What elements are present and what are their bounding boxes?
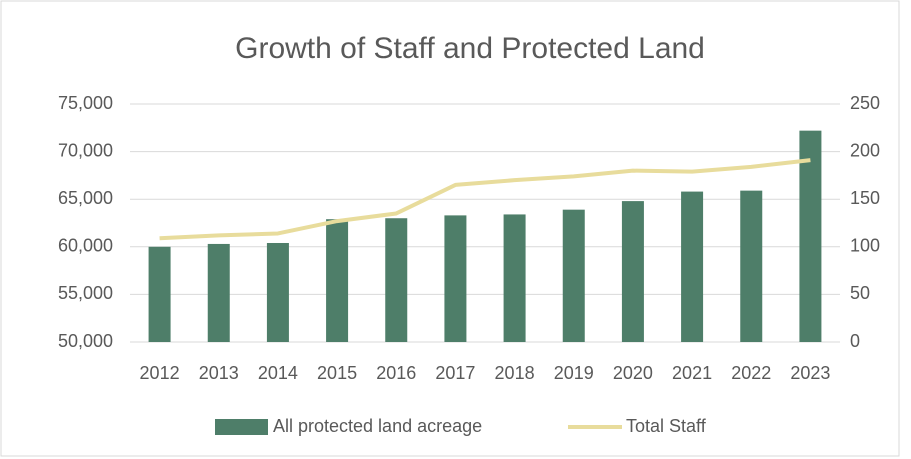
x-tick-label: 2018: [495, 363, 535, 383]
bar: [562, 209, 585, 342]
bar: [444, 215, 467, 342]
x-tick-label: 2014: [258, 363, 298, 383]
bar: [148, 246, 171, 342]
y2-tick-label: 0: [850, 331, 860, 351]
bar: [681, 191, 704, 342]
bar: [503, 214, 526, 342]
x-tick-label: 2017: [435, 363, 475, 383]
x-tick-label: 2016: [376, 363, 416, 383]
bar: [385, 218, 408, 342]
bar: [740, 190, 763, 342]
x-tick-label: 2012: [140, 363, 180, 383]
legend-label: Total Staff: [626, 416, 707, 436]
line: [159, 158, 811, 241]
bar: [621, 201, 644, 342]
y2-tick-label: 250: [850, 93, 880, 113]
y2-tick-label: 100: [850, 236, 880, 256]
y-tick-label: 70,000: [58, 140, 113, 160]
y-tick-label: 65,000: [58, 188, 113, 208]
y-tick-label: 60,000: [58, 236, 113, 256]
y2-tick-label: 150: [850, 188, 880, 208]
bar: [266, 242, 289, 342]
chart-title: Growth of Staff and Protected Land: [235, 32, 705, 65]
y-tick-label: 50,000: [58, 331, 113, 351]
y-tick-label: 55,000: [58, 283, 113, 303]
legend-swatch: [215, 419, 268, 435]
bar: [326, 219, 349, 342]
y2-tick-label: 200: [850, 140, 880, 160]
x-tick-label: 2023: [790, 363, 830, 383]
x-tick-label: 2021: [672, 363, 712, 383]
y-tick-label: 75,000: [58, 93, 113, 113]
x-tick-label: 2020: [613, 363, 653, 383]
y2-tick-label: 50: [850, 283, 870, 303]
x-tick-label: 2013: [199, 363, 239, 383]
bar: [799, 130, 822, 342]
bar: [207, 243, 230, 342]
x-tick-label: 2015: [317, 363, 357, 383]
legend-label: All protected land acreage: [273, 416, 482, 436]
x-tick-label: 2022: [731, 363, 771, 383]
x-tick-label: 2019: [554, 363, 594, 383]
